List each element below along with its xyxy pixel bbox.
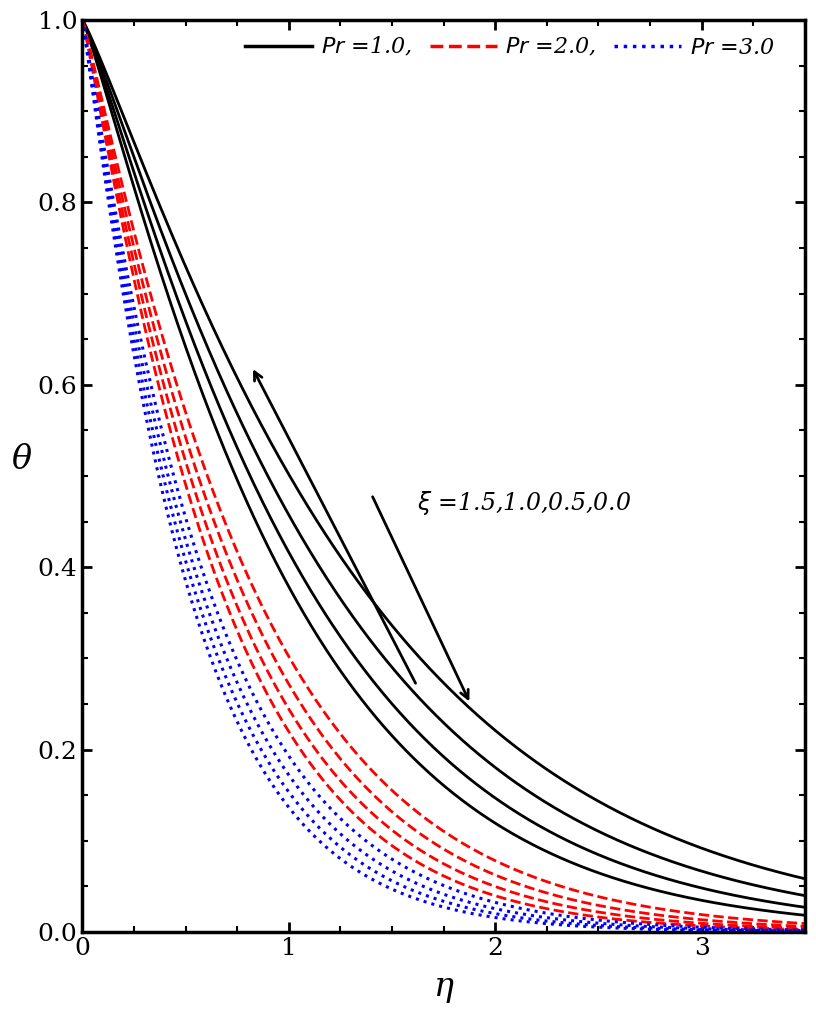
Text: $\xi$ =1.5,1.0,0.5,0.0: $\xi$ =1.5,1.0,0.5,0.0 (417, 490, 632, 517)
X-axis label: η: η (433, 970, 454, 1003)
Y-axis label: θ: θ (11, 444, 31, 476)
Legend: $\mathit{Pr}$ =1.0,, $\mathit{Pr}$ =2.0,, $\mathit{Pr}$ =3.0: $\mathit{Pr}$ =1.0,, $\mathit{Pr}$ =2.0,… (237, 26, 784, 68)
